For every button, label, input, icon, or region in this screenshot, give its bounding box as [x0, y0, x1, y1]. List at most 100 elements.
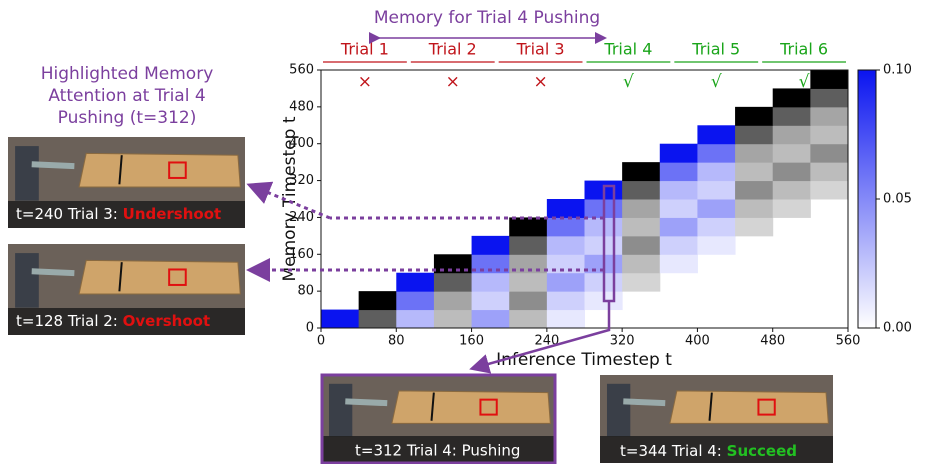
heat-cell — [509, 236, 547, 255]
heat-cell — [660, 144, 698, 163]
x-axis-label: Inference Timestep t — [496, 350, 672, 370]
heat-cell — [622, 254, 660, 273]
trial-label: Trial 1 — [340, 40, 389, 59]
colorbar — [858, 70, 876, 328]
heat-cell — [622, 236, 660, 255]
caption: t=128 Trial 2: Overshoot — [16, 312, 210, 330]
heat-cell — [810, 144, 848, 163]
heat-cell — [773, 181, 811, 200]
heat-cell — [321, 310, 359, 329]
caption: t=344 Trial 4: Succeed — [620, 442, 797, 460]
heat-cell — [697, 199, 735, 218]
heat-cell — [735, 217, 773, 236]
heat-cell — [810, 107, 848, 126]
trial-status: × — [446, 72, 460, 92]
heat-cell — [810, 181, 848, 200]
heat-cell — [697, 144, 735, 163]
colorbar-tick-label: 0.10 — [883, 63, 912, 78]
robot — [15, 253, 39, 308]
heat-cell — [773, 199, 811, 218]
trial-status: × — [358, 72, 372, 92]
heat-cell — [396, 273, 434, 292]
heat-cell — [697, 217, 735, 236]
side-title: Highlighted Memory — [41, 64, 214, 84]
robot-arm — [32, 164, 75, 166]
x-tick-label: 80 — [388, 334, 405, 349]
y-tick-label: 80 — [297, 284, 314, 299]
heat-cell — [547, 310, 585, 329]
heat-cell — [810, 88, 848, 107]
y-tick-label: 0 — [306, 321, 314, 336]
heat-cell — [735, 144, 773, 163]
heat-cell — [396, 291, 434, 310]
heat-cell — [359, 310, 397, 329]
heat-cell — [735, 107, 773, 126]
y-tick-label: 480 — [289, 99, 314, 114]
heat-cell — [547, 217, 585, 236]
colorbar-tick-label: 0.00 — [883, 321, 912, 336]
robot-arm — [345, 401, 387, 403]
x-tick-label: 160 — [459, 334, 484, 349]
heat-cell — [660, 254, 698, 273]
heat-cell — [773, 107, 811, 126]
colorbar-tick-label: 0.05 — [883, 192, 912, 207]
heat-cell — [472, 236, 510, 255]
trial-label: Trial 2 — [428, 40, 477, 59]
robot — [329, 384, 352, 437]
trial-label: Trial 6 — [779, 40, 828, 59]
heat-cell — [359, 291, 397, 310]
heat-cell — [810, 162, 848, 181]
heat-cell — [660, 217, 698, 236]
trial-status: √ — [799, 72, 810, 92]
heat-cell — [622, 217, 660, 236]
heat-cell — [434, 291, 472, 310]
heat-cell — [697, 125, 735, 144]
heat-cell — [810, 125, 848, 144]
trial-label: Trial 4 — [603, 40, 652, 59]
x-tick-label: 0 — [317, 334, 325, 349]
heat-cell — [810, 70, 848, 89]
side-title: Attention at Trial 4 — [48, 86, 205, 106]
table — [392, 391, 550, 424]
x-tick-label: 320 — [610, 334, 635, 349]
heat-cell — [509, 217, 547, 236]
heat-cell — [509, 310, 547, 329]
heat-cell — [509, 291, 547, 310]
heat-cell — [547, 273, 585, 292]
heat-cell — [660, 199, 698, 218]
heat-cell — [660, 236, 698, 255]
robot-arm — [623, 401, 665, 403]
heat-cell — [396, 310, 434, 329]
robot — [15, 146, 39, 201]
trial-status: √ — [623, 72, 634, 92]
heat-cell — [697, 162, 735, 181]
heat-cell — [697, 236, 735, 255]
heat-cell — [472, 310, 510, 329]
x-tick-label: 400 — [685, 334, 710, 349]
heat-cell — [697, 181, 735, 200]
heat-cell — [472, 273, 510, 292]
heat-cell — [622, 162, 660, 181]
heat-cell — [735, 162, 773, 181]
caption: t=240 Trial 3: Undershoot — [16, 205, 221, 223]
trial-label: Trial 5 — [691, 40, 740, 59]
heat-cell — [773, 125, 811, 144]
heat-cell — [547, 236, 585, 255]
heat-cell — [622, 273, 660, 292]
trial-status: × — [533, 72, 547, 92]
heat-cell — [547, 199, 585, 218]
heat-cell — [773, 162, 811, 181]
x-tick-label: 560 — [836, 334, 861, 349]
x-tick-label: 480 — [760, 334, 785, 349]
heatmap: 0801602403204004805600801602403204004805… — [289, 40, 912, 349]
table — [79, 153, 240, 187]
heat-cell — [773, 144, 811, 163]
heat-cell — [434, 273, 472, 292]
heat-cell — [660, 181, 698, 200]
side-title: Pushing (t=312) — [58, 108, 197, 128]
heat-cell — [735, 181, 773, 200]
trial-label: Trial 3 — [516, 40, 565, 59]
heat-cell — [622, 181, 660, 200]
heat-cell — [622, 199, 660, 218]
heat-cell — [434, 310, 472, 329]
